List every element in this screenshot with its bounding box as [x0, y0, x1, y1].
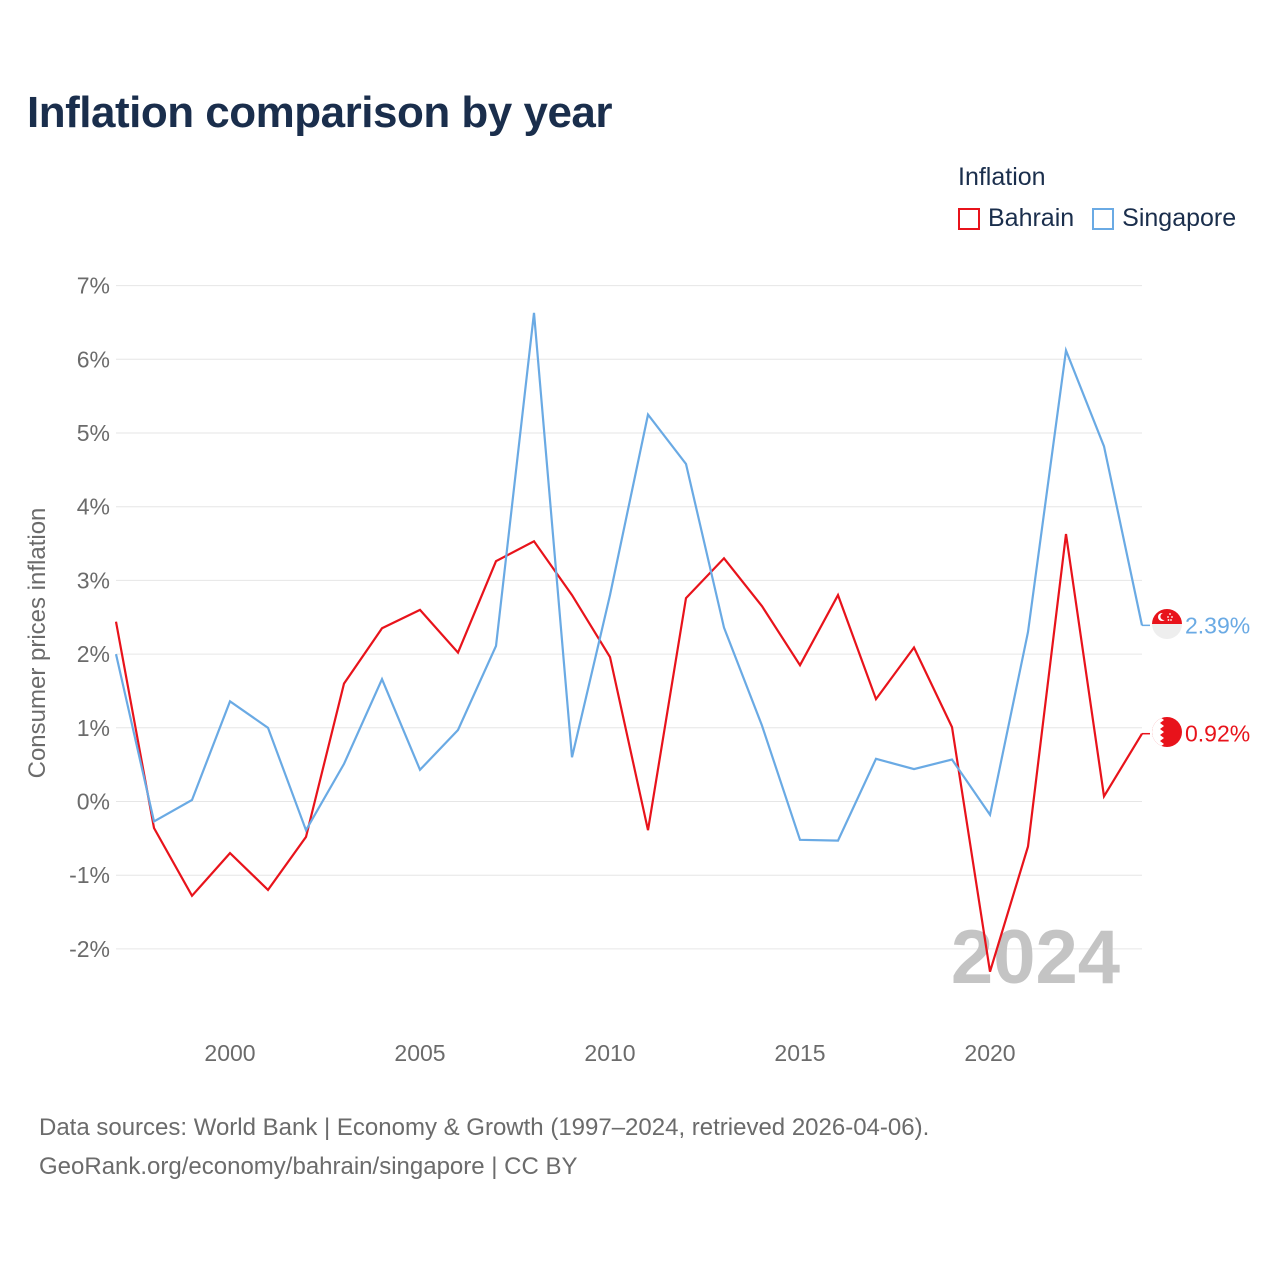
- legend-item-bahrain[interactable]: Bahrain: [958, 204, 1074, 233]
- y-axis-ticks: -2% -1% 0% 1% 2% 3% 4% 5% 6% 7%: [69, 273, 110, 962]
- end-value-label-singapore: 2.39%: [1185, 612, 1250, 638]
- series-layer: 0.92% 2.39%: [114, 312, 1250, 973]
- singapore-flag-icon: [1152, 609, 1182, 639]
- source-line-1: Data sources: World Bank | Economy & Gro…: [39, 1114, 930, 1141]
- y-tick-label: 5%: [77, 420, 110, 446]
- x-tick-label: 2000: [204, 1040, 255, 1066]
- legend-label-bahrain: Bahrain: [988, 204, 1075, 232]
- legend: Bahrain Singapore: [958, 204, 1254, 233]
- source-line-2[interactable]: GeoRank.org/economy/bahrain/singapore | …: [39, 1153, 578, 1180]
- bahrain-flag-icon: [1152, 717, 1182, 747]
- y-tick-label: 4%: [77, 494, 110, 520]
- x-tick-label: 2010: [584, 1040, 635, 1066]
- y-tick-label: 2%: [77, 641, 110, 667]
- end-value-label-bahrain: 0.92%: [1185, 721, 1250, 747]
- y-tick-label: 6%: [77, 346, 110, 372]
- line-chart: -2%-1%0%1%2%3%4%5%6%7% 2000 2005 2010 2015 2…: [24, 273, 1250, 1066]
- y-tick-label: 3%: [77, 567, 110, 593]
- legend-swatch-singapore: [1092, 207, 1115, 230]
- year-watermark: 2024: [951, 915, 1120, 1000]
- x-tick-label: 2020: [964, 1040, 1015, 1066]
- y-axis-label: Consumer prices inflation: [24, 508, 51, 779]
- x-tick-label: 2015: [774, 1040, 825, 1066]
- x-tick-label: 2005: [394, 1040, 445, 1066]
- source-note: Data sources: World Bank | Economy & Gro…: [39, 1108, 929, 1186]
- y-tick-label: 0%: [77, 789, 110, 815]
- legend-swatch-bahrain: [958, 207, 980, 230]
- series-line-singapore: [114, 312, 1144, 842]
- series-line-bahrain: [114, 533, 1143, 973]
- y-tick-label: -2%: [69, 936, 110, 962]
- y-tick-label: 1%: [77, 715, 110, 741]
- legend-title: Inflation: [958, 163, 1046, 191]
- y-tick-label: -1%: [69, 862, 110, 888]
- gridlines: [116, 285, 1142, 950]
- y-tick-label: 7%: [77, 273, 110, 299]
- legend-item-singapore[interactable]: Singapore: [1092, 204, 1236, 233]
- x-axis-ticks: 2000 2005 2010 2015 2020: [204, 1040, 1015, 1066]
- chart-title: Inflation comparison by year: [27, 88, 613, 137]
- legend-label-singapore: Singapore: [1122, 204, 1237, 232]
